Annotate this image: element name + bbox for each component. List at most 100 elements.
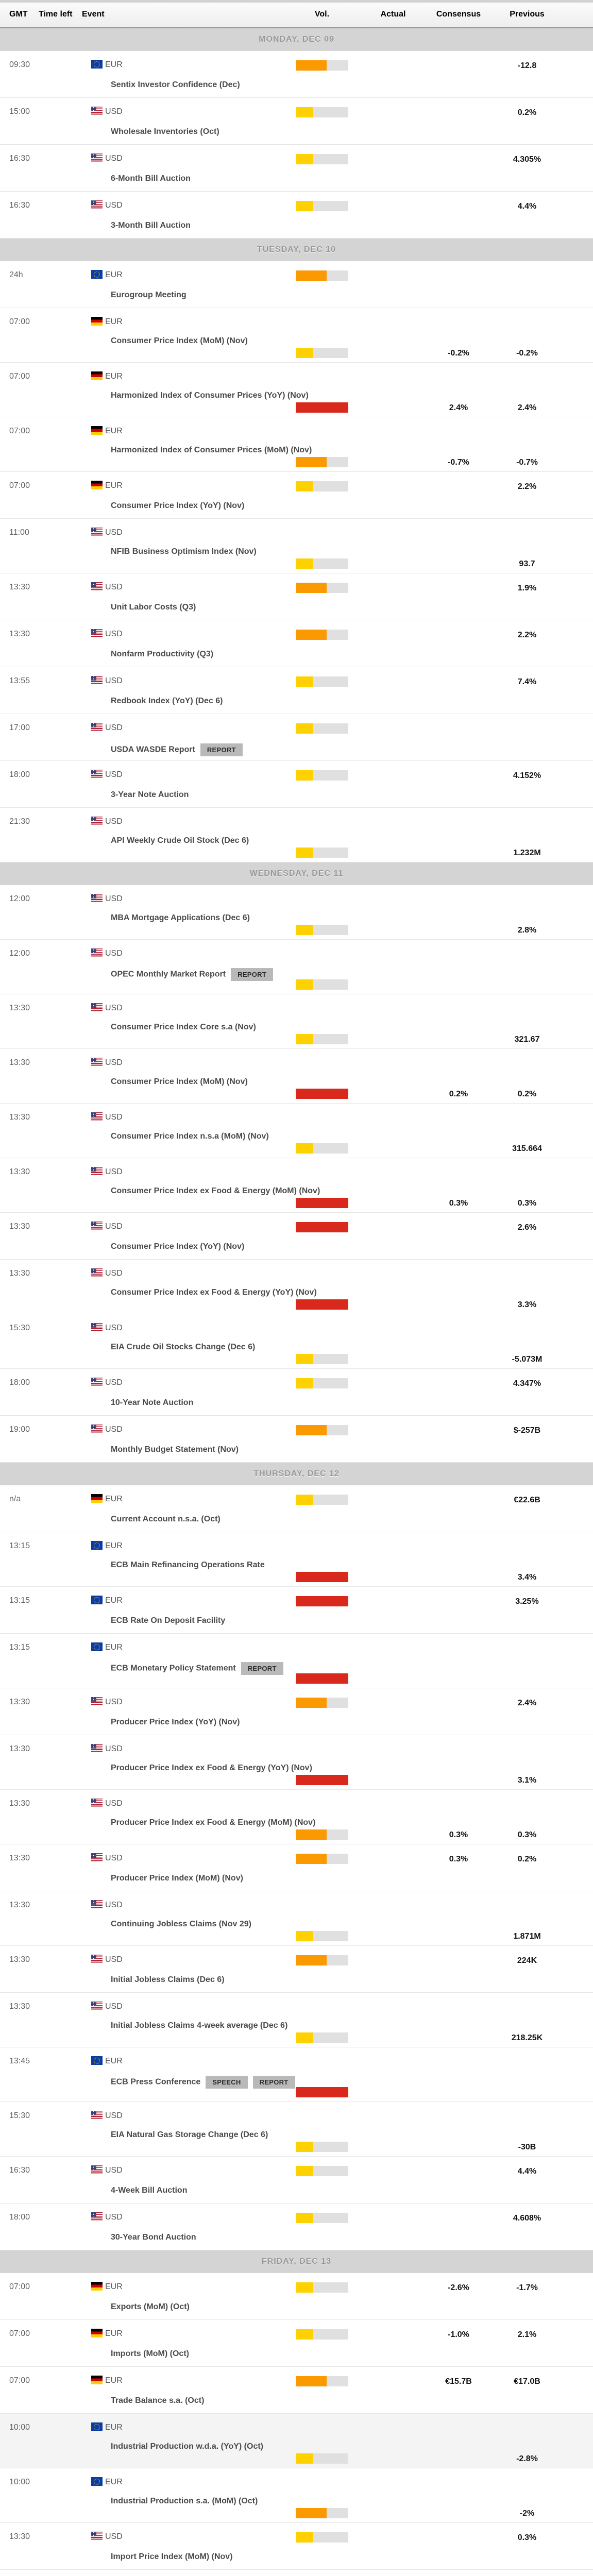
event-row[interactable]: 24h EUR Eurogroup Meeting: [0, 261, 593, 308]
event-row[interactable]: 21:30 USD API Weekly Crude Oil Stock (De…: [0, 808, 593, 862]
event-row[interactable]: 13:30 USD Producer Price Index (MoM) (No…: [0, 1844, 593, 1891]
event-row[interactable]: 13:30 USD Consumer Price Index (MoM) (No…: [0, 1049, 593, 1104]
event-row[interactable]: 16:30 USD 6-Month Bill Auction 4.305%: [0, 145, 593, 192]
event-row[interactable]: 18:00 USD 3-Year Note Auction 4.152%: [0, 761, 593, 808]
event-row[interactable]: 16:30 USD 4-Week Bill Auction 4.4%: [0, 2157, 593, 2204]
event-row[interactable]: 18:00 USD 10-Year Note Auction 4.347%: [0, 1369, 593, 1416]
event-row[interactable]: 07:00 EUR Harmonized Index of Consumer P…: [0, 417, 593, 472]
event-name[interactable]: NFIB Business Optimism Index (Nov): [111, 547, 257, 556]
event-name[interactable]: 30-Year Bond Auction: [111, 2233, 196, 2242]
event-name[interactable]: Current Account n.s.a. (Oct): [111, 1515, 221, 1523]
event-name[interactable]: USDA WASDE Report REPORT: [111, 743, 243, 756]
event-row[interactable]: 13:30 USD Producer Price Index (YoY) (No…: [0, 1688, 593, 1735]
event-name[interactable]: Producer Price Index ex Food & Energy (M…: [111, 1818, 316, 1827]
volatility-fill: [296, 925, 313, 935]
event-name[interactable]: Consumer Price Index n.s.a (MoM) (Nov): [111, 1132, 269, 1141]
event-name[interactable]: Sentix Investor Confidence (Dec): [111, 80, 240, 89]
event-name[interactable]: ECB Rate On Deposit Facility: [111, 1616, 226, 1625]
event-name[interactable]: Producer Price Index (MoM) (Nov): [111, 1874, 243, 1883]
event-row[interactable]: 13:30 USD Consumer Price Index Core s.a …: [0, 994, 593, 1049]
currency-code: EUR: [105, 60, 123, 69]
event-row[interactable]: 07:00 EUR Harmonized Index of Consumer P…: [0, 363, 593, 417]
event-row[interactable]: 15:30 USD EIA Natural Gas Storage Change…: [0, 2102, 593, 2157]
event-name[interactable]: Consumer Price Index (MoM) (Nov): [111, 336, 248, 345]
event-name[interactable]: Imports (MoM) (Oct): [111, 2349, 189, 2358]
event-row[interactable]: 12:00 USD MBA Mortgage Applications (Dec…: [0, 885, 593, 940]
event-name[interactable]: ECB Press Conference SPEECH REPORT: [111, 2076, 295, 2089]
event-row[interactable]: 13:30 USD Consumer Price Index (YoY) (No…: [0, 1213, 593, 1260]
event-row[interactable]: 17:00 USD USDA WASDE Report REPORT: [0, 714, 593, 761]
event-name[interactable]: Harmonized Index of Consumer Prices (YoY…: [111, 391, 309, 400]
event-row[interactable]: 13:45 EUR ECB Press Conference SPEECH REPO…: [0, 2047, 593, 2102]
event-name[interactable]: Consumer Price Index ex Food & Energy (M…: [111, 1187, 320, 1195]
event-row[interactable]: 18:00 USD 30-Year Bond Auction 4.608%: [0, 2204, 593, 2250]
event-name[interactable]: API Weekly Crude Oil Stock (Dec 6): [111, 836, 249, 845]
event-row[interactable]: 13:30 USD Continuing Jobless Claims (Nov…: [0, 1891, 593, 1946]
event-row[interactable]: 13:15 EUR ECB Monetary Policy Statement R…: [0, 1634, 593, 1688]
event-name[interactable]: Monthly Budget Statement (Nov): [111, 1445, 239, 1454]
event-name[interactable]: Consumer Price Index (YoY) (Nov): [111, 1242, 245, 1251]
event-name[interactable]: Trade Balance s.a. (Oct): [111, 2396, 205, 2405]
event-row[interactable]: 13:30 USD Producer Price Index ex Food &…: [0, 1790, 593, 1844]
event-row[interactable]: 07:00 EUR Imports (MoM) (Oct) -1.0% 2.1%: [0, 2320, 593, 2367]
event-row[interactable]: 13:30 USD Unit Labor Costs (Q3) 1.9%: [0, 573, 593, 620]
event-row[interactable]: 19:00 USD Monthly Budget Statement (Nov)…: [0, 1416, 593, 1463]
event-row[interactable]: 07:00 EUR Consumer Price Index (YoY) (No…: [0, 472, 593, 519]
event-name[interactable]: EIA Crude Oil Stocks Change (Dec 6): [111, 1343, 256, 1351]
event-row[interactable]: 15:30 USD EIA Crude Oil Stocks Change (D…: [0, 1314, 593, 1369]
event-row[interactable]: 13:30 USD Producer Price Index ex Food &…: [0, 1735, 593, 1790]
event-row[interactable]: 13:30 USD Initial Jobless Claims 4-week …: [0, 1993, 593, 2047]
event-name[interactable]: Eurogroup Meeting: [111, 291, 187, 299]
event-name[interactable]: 3-Year Note Auction: [111, 790, 189, 799]
event-name[interactable]: Redbook Index (YoY) (Dec 6): [111, 697, 223, 705]
event-name[interactable]: EIA Natural Gas Storage Change (Dec 6): [111, 2130, 268, 2139]
event-name[interactable]: Import Price Index (MoM) (Nov): [111, 2552, 233, 2561]
event-row[interactable]: 13:15 EUR ECB Rate On Deposit Facility 3…: [0, 1587, 593, 1634]
event-name[interactable]: 6-Month Bill Auction: [111, 174, 191, 183]
event-name[interactable]: Initial Jobless Claims (Dec 6): [111, 1975, 225, 1984]
event-name[interactable]: Consumer Price Index (YoY) (Nov): [111, 501, 245, 510]
event-row[interactable]: 13:55 USD Redbook Index (YoY) (Dec 6) 7.…: [0, 667, 593, 714]
event-name[interactable]: Consumer Price Index (MoM) (Nov): [111, 1077, 248, 1086]
event-row[interactable]: 13:30 USD Consumer Price Index ex Food &…: [0, 1158, 593, 1213]
event-row[interactable]: 12:00 USD OPEC Monthly Market Report REPO…: [0, 940, 593, 994]
event-name[interactable]: Producer Price Index ex Food & Energy (Y…: [111, 1764, 312, 1772]
event-row[interactable]: n/a EUR Current Account n.s.a. (Oct) €22…: [0, 1485, 593, 1532]
event-name[interactable]: Producer Price Index (YoY) (Nov): [111, 1718, 240, 1726]
event-name[interactable]: OPEC Monthly Market Report REPORT: [111, 968, 274, 981]
event-name[interactable]: MBA Mortgage Applications (Dec 6): [111, 913, 250, 922]
event-row[interactable]: 15:00 USD Wholesale Inventories (Oct) 0.…: [0, 98, 593, 145]
event-name[interactable]: 4-Week Bill Auction: [111, 2186, 188, 2195]
event-row[interactable]: 13:30 USD Initial Jobless Claims (Dec 6)…: [0, 1946, 593, 1993]
event-name[interactable]: Industrial Production s.a. (MoM) (Oct): [111, 2497, 258, 2505]
event-name[interactable]: Harmonized Index of Consumer Prices (MoM…: [111, 446, 312, 454]
event-name[interactable]: 10-Year Note Auction: [111, 1398, 194, 1407]
event-row[interactable]: 13:30 USD Export Price Index (YoY) (Nov)…: [0, 2570, 593, 2576]
event-name[interactable]: Wholesale Inventories (Oct): [111, 127, 219, 136]
event-row[interactable]: 13:15 EUR ECB Main Refinancing Operation…: [0, 1532, 593, 1587]
event-name[interactable]: ECB Main Refinancing Operations Rate: [111, 1561, 265, 1569]
event-row[interactable]: 13:30 USD Nonfarm Productivity (Q3) 2.2%: [0, 620, 593, 667]
event-name[interactable]: Industrial Production w.d.a. (YoY) (Oct): [111, 2442, 263, 2451]
event-row[interactable]: 13:30 USD Consumer Price Index ex Food &…: [0, 1260, 593, 1314]
event-row[interactable]: 13:30 USD Consumer Price Index n.s.a (Mo…: [0, 1104, 593, 1158]
volatility-bar: [296, 630, 348, 640]
event-name[interactable]: 3-Month Bill Auction: [111, 221, 191, 230]
event-name[interactable]: Unit Labor Costs (Q3): [111, 603, 196, 612]
event-row[interactable]: 07:00 EUR Exports (MoM) (Oct) -2.6% -1.7…: [0, 2273, 593, 2320]
event-name[interactable]: Consumer Price Index ex Food & Energy (Y…: [111, 1288, 317, 1297]
event-row[interactable]: 11:00 USD NFIB Business Optimism Index (…: [0, 519, 593, 573]
event-name[interactable]: ECB Monetary Policy Statement REPORT: [111, 1662, 283, 1675]
event-name[interactable]: Exports (MoM) (Oct): [111, 2302, 190, 2311]
event-name[interactable]: Consumer Price Index Core s.a (Nov): [111, 1023, 256, 1031]
event-row[interactable]: 10:00 EUR Industrial Production w.d.a. (…: [0, 2414, 593, 2468]
event-row[interactable]: 10:00 EUR Industrial Production s.a. (Mo…: [0, 2468, 593, 2523]
event-row[interactable]: 07:00 EUR Trade Balance s.a. (Oct) €15.7…: [0, 2367, 593, 2414]
event-name[interactable]: Continuing Jobless Claims (Nov 29): [111, 1920, 251, 1928]
event-row[interactable]: 07:00 EUR Consumer Price Index (MoM) (No…: [0, 308, 593, 363]
event-name[interactable]: Initial Jobless Claims 4-week average (D…: [111, 2021, 288, 2030]
event-name[interactable]: Nonfarm Productivity (Q3): [111, 650, 214, 658]
event-row[interactable]: 13:30 USD Import Price Index (MoM) (Nov)…: [0, 2523, 593, 2570]
event-row[interactable]: 09:30 EUR Sentix Investor Confidence (De…: [0, 51, 593, 98]
event-row[interactable]: 16:30 USD 3-Month Bill Auction 4.4%: [0, 192, 593, 239]
